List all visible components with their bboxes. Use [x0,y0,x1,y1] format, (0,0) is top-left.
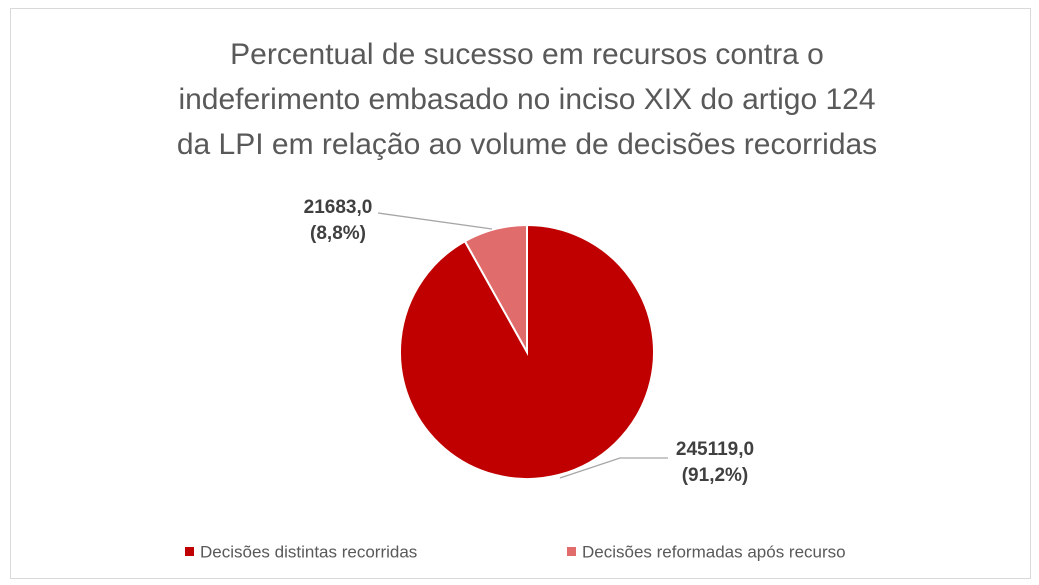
data-label: 21683,0 [304,197,373,218]
data-label: (8,8%) [310,223,366,244]
leader-line [377,212,493,230]
data-label: 245119,0 [676,439,754,460]
legend-label: Decisões reformadas após recurso [582,542,846,561]
pie-slice [463,223,528,356]
chart-title: da LPI em relação ao volume de decisões … [177,128,877,161]
legend-marker [185,547,194,556]
chart-title: indeferimento embasado no inciso XIX do … [178,83,875,116]
legend-marker [567,547,576,556]
chart-title: Percentual de sucesso em recursos contra… [230,38,824,71]
data-label: (91,2%) [682,465,749,486]
legend-label: Decisões distintas recorridas [200,542,417,561]
leader-line [559,457,668,479]
